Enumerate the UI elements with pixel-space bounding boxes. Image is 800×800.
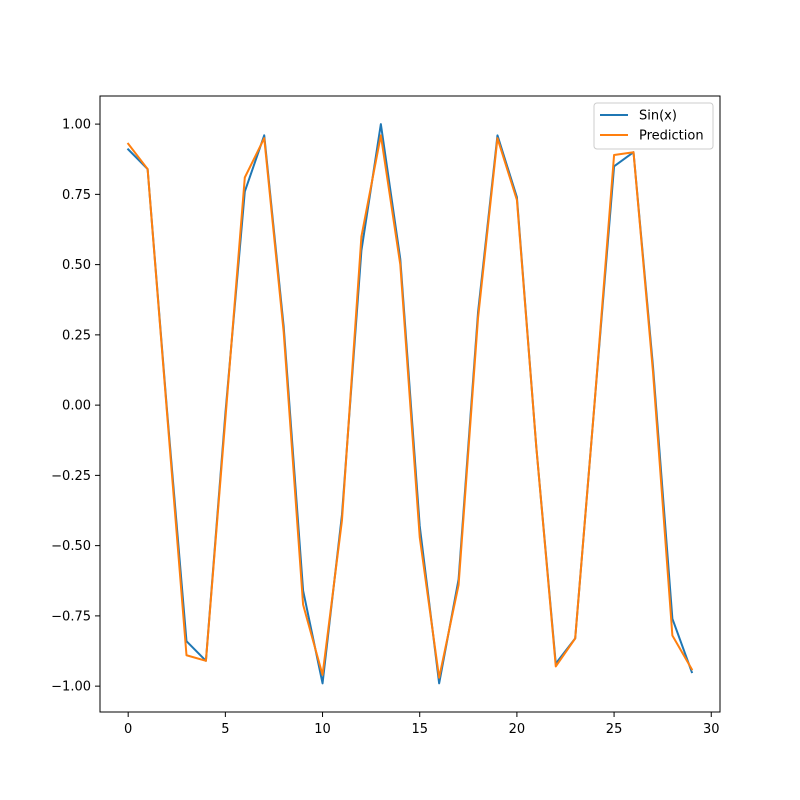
y-tick-label: −1.00	[51, 680, 91, 695]
y-tick-label: 0.75	[62, 188, 91, 203]
axes-frame	[99, 95, 721, 713]
x-tick-label: 20	[509, 722, 526, 737]
x-tick-label: 15	[411, 722, 428, 737]
x-tick-label: 25	[606, 722, 623, 737]
y-tick-label: 0.00	[62, 399, 91, 414]
legend: Sin(x) Prediction	[593, 102, 714, 150]
y-tick-label: 1.00	[62, 118, 91, 133]
series-layer	[126, 123, 694, 685]
y-tick-label: 0.50	[62, 258, 91, 273]
y-axis: −1.00 −0.75 −0.50 −0.25 0.00 0.25 0.50 0.75 1.00	[51, 118, 100, 695]
legend-label-sin: Sin(x)	[639, 109, 677, 124]
y-tick-label: −0.50	[51, 539, 91, 554]
plot-area: 0 5 10 15 20 25 30 −1.00 −0.75 −0.50 −0.25 0.00 0.2…	[51, 95, 721, 737]
x-tick-label: 30	[703, 722, 720, 737]
y-tick-label: 0.25	[62, 328, 91, 343]
x-tick-label: 0	[124, 722, 132, 737]
series-line-prediction	[126, 134, 694, 679]
y-tick-label: −0.25	[51, 469, 91, 484]
x-tick-label: 5	[221, 722, 229, 737]
y-tick-label: −0.75	[51, 609, 91, 624]
x-axis: 0 5 10 15 20 25 30	[124, 712, 720, 737]
legend-label-prediction: Prediction	[639, 129, 704, 144]
x-tick-label: 10	[314, 722, 331, 737]
